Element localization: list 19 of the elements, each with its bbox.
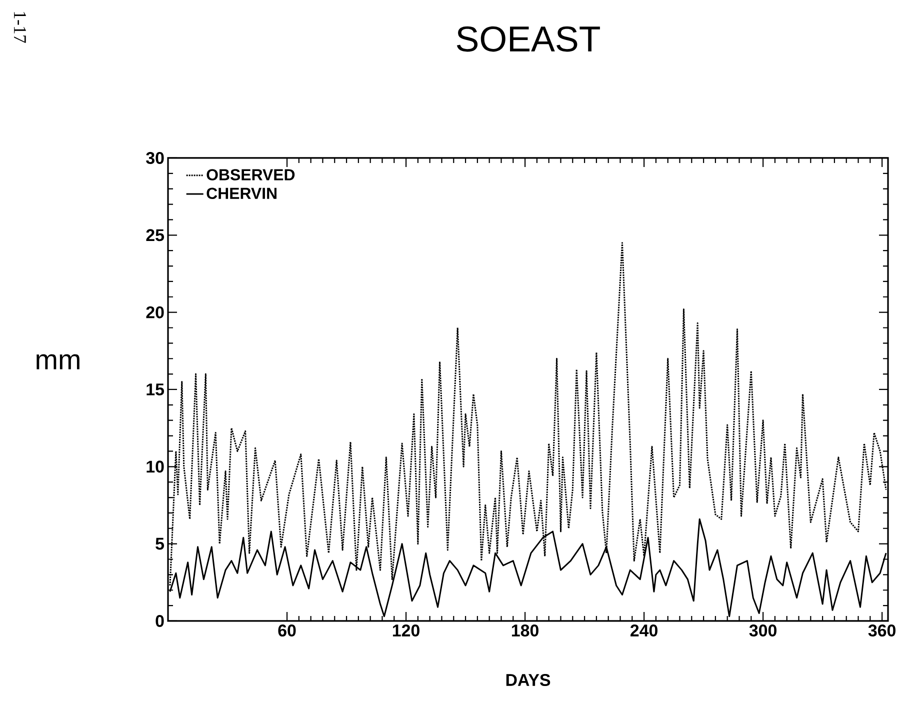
x-tick-label: 240: [630, 624, 658, 637]
x-tick-label: 180: [512, 624, 538, 637]
y-axis-title: mm: [36, 354, 80, 370]
legend-label: OBSERVED: [206, 169, 295, 180]
y-tick-label: 30: [146, 152, 164, 164]
x-tick-label: 360: [868, 624, 896, 637]
y-tick-label: 5: [156, 538, 164, 550]
y-tick-label: 10: [146, 460, 164, 473]
x-tick-label: 300: [749, 624, 776, 637]
legend-label: CHERVIN: [206, 188, 276, 200]
y-tick-label: 15: [146, 384, 164, 396]
x-tick-label: 120: [392, 624, 420, 637]
y-tick-label: 20: [146, 306, 164, 318]
y-tick-label: 0: [156, 614, 164, 627]
x-tick-label: 60: [278, 624, 296, 637]
y-tick-label: 25: [146, 229, 164, 242]
text: 1-17: [14, 12, 26, 43]
chart-title: SOEAST: [456, 26, 600, 52]
x-axis-title: DAYS: [506, 674, 550, 686]
